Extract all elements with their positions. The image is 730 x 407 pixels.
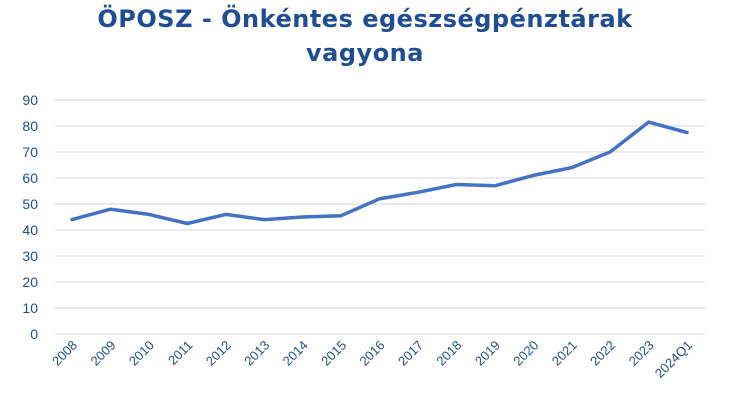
x-tick-label-2011: 2011 bbox=[165, 338, 195, 368]
x-tick-label-2019: 2019 bbox=[472, 338, 503, 369]
data-point-2008 bbox=[70, 218, 74, 222]
x-tick-label-2009: 2009 bbox=[88, 338, 119, 369]
x-tick-label-2021: 2021 bbox=[549, 338, 580, 369]
data-point-2014 bbox=[301, 215, 305, 219]
data-point-2017 bbox=[416, 190, 420, 194]
y-axis-tick-labels: 0 10 20 30 40 50 60 70 80 90 bbox=[22, 92, 38, 342]
gridlines bbox=[55, 99, 705, 335]
x-tick-label-2008: 2008 bbox=[49, 338, 80, 369]
x-tick-label-2017: 2017 bbox=[395, 338, 426, 369]
data-point-2013 bbox=[262, 218, 266, 222]
data-point-2021 bbox=[570, 166, 574, 170]
x-tick-label-2013: 2013 bbox=[241, 338, 272, 369]
data-point-2010 bbox=[147, 212, 151, 216]
x-tick-label-2020: 2020 bbox=[510, 338, 541, 369]
x-tick-label-2016: 2016 bbox=[357, 338, 388, 369]
y-tick-label-50: 50 bbox=[22, 196, 38, 212]
y-tick-label-70: 70 bbox=[22, 144, 38, 160]
data-point-2011 bbox=[185, 222, 189, 225]
y-tick-label-60: 60 bbox=[22, 170, 38, 186]
chart-title-line-2: vagyona bbox=[306, 39, 424, 67]
y-tick-label-40: 40 bbox=[22, 222, 38, 238]
x-tick-label-2010: 2010 bbox=[126, 338, 157, 369]
y-tick-label-20: 20 bbox=[22, 274, 38, 290]
series-layer bbox=[70, 120, 689, 226]
data-point-2016 bbox=[378, 197, 381, 201]
x-tick-label-2023: 2023 bbox=[626, 338, 657, 369]
data-point-2019 bbox=[493, 184, 497, 188]
y-tick-label-80: 80 bbox=[22, 118, 38, 134]
data-point-2015 bbox=[339, 214, 343, 218]
data-point-2018 bbox=[454, 183, 458, 186]
x-tick-label-2015: 2015 bbox=[318, 338, 349, 369]
x-tick-label-2024Q1: 2024Q1 bbox=[652, 338, 695, 381]
data-point-2009 bbox=[108, 207, 112, 211]
x-axis-tick-labels: 2008 2009 2010 2011 2012 2013 2014 2015 2016 2017… bbox=[49, 338, 695, 381]
data-point-2020 bbox=[531, 173, 535, 177]
y-tick-label-10: 10 bbox=[22, 300, 38, 316]
x-tick-label-2022: 2022 bbox=[587, 338, 618, 369]
data-point-2024Q1 bbox=[685, 131, 689, 134]
data-point-2022 bbox=[608, 150, 612, 154]
x-tick-label-2018: 2018 bbox=[433, 338, 464, 369]
series-line-0 bbox=[70, 120, 689, 226]
x-tick-label-2012: 2012 bbox=[203, 338, 234, 369]
chart-title-line-1: ÖPOSZ - Önkéntes egészségpénztárak bbox=[97, 5, 633, 33]
data-point-2023 bbox=[647, 120, 651, 124]
chart-title: ÖPOSZ - Önkéntes egészségpénztárak vagyo… bbox=[0, 2, 730, 70]
data-point-2012 bbox=[224, 212, 228, 216]
y-tick-label-0: 0 bbox=[30, 326, 38, 342]
x-tick-label-2014: 2014 bbox=[280, 338, 311, 369]
y-tick-label-30: 30 bbox=[22, 248, 38, 264]
y-tick-label-90: 90 bbox=[22, 92, 38, 108]
